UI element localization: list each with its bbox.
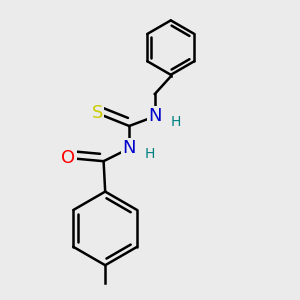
Text: O: O [61,149,76,167]
Text: N: N [148,107,162,125]
Text: H: H [170,115,181,129]
Text: H: H [145,147,155,161]
Text: N: N [122,140,136,158]
Text: S: S [92,104,103,122]
